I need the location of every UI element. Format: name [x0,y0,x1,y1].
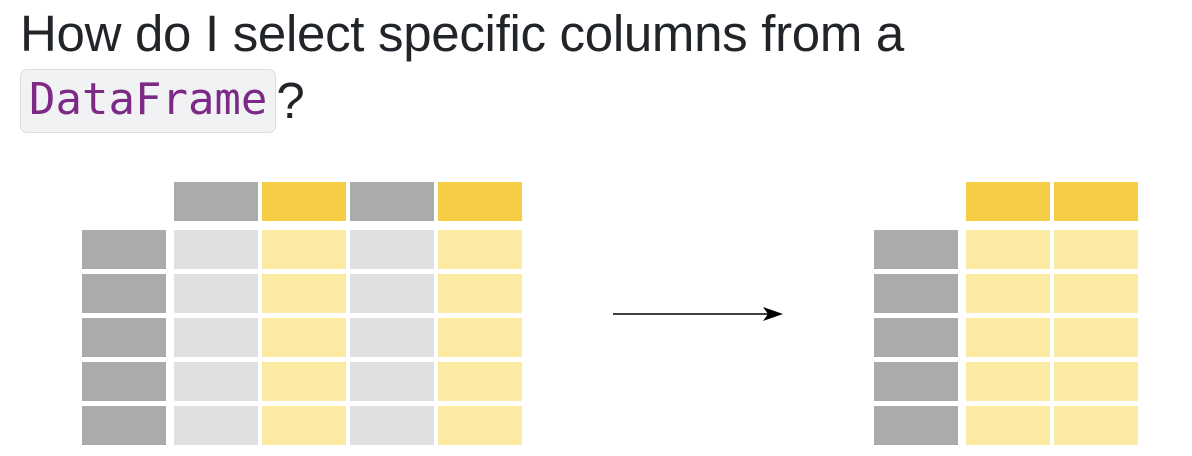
table-cell-r4-c2 [262,362,346,401]
table-cell-r3-c2 [1054,318,1138,357]
table-cell-r4-c1 [966,362,1050,401]
table-cell-r2-c2 [262,274,346,313]
row-index-4 [82,362,166,401]
table-cell-r5-c2 [262,406,346,445]
table-cell-r5-c1 [174,406,258,445]
table-cell-r2-c2 [1054,274,1138,313]
table-cell-r1-c2 [1054,230,1138,269]
code-dataframe: DataFrame [20,69,277,133]
row-index-1 [874,230,958,269]
row-index-5 [874,406,958,445]
table-cell-r3-c1 [966,318,1050,357]
table-cell-r5-c3 [350,406,434,445]
table-cell-r2-c1 [966,274,1050,313]
column-header-1 [966,182,1050,221]
heading-line-1: How do I select specific columns from a [20,5,904,62]
table-cell-r3-c3 [350,318,434,357]
column-header-2 [1054,182,1138,221]
table-cell-r1-c2 [262,230,346,269]
table-cell-r3-c1 [174,318,258,357]
right-arrow-icon [613,307,783,321]
table-cell-r1-c1 [966,230,1050,269]
table-cell-r4-c2 [1054,362,1138,401]
row-index-3 [82,318,166,357]
table-cell-r4-c1 [174,362,258,401]
row-index-1 [82,230,166,269]
table-cell-r5-c4 [438,406,522,445]
heading-question-mark: ? [276,72,305,129]
row-index-4 [874,362,958,401]
table-cell-r4-c4 [438,362,522,401]
row-index-2 [874,274,958,313]
page-heading: How do I select specific columns from a … [20,0,1170,134]
table-cell-r3-c4 [438,318,522,357]
row-index-3 [874,318,958,357]
table-cell-r2-c3 [350,274,434,313]
row-index-2 [82,274,166,313]
table-cell-r5-c1 [966,406,1050,445]
table-cell-r1-c1 [174,230,258,269]
column-header-1 [174,182,258,221]
row-index-5 [82,406,166,445]
source-dataframe-table [82,182,522,445]
heading-line-2: DataFrame? [20,67,1170,134]
column-header-4 [438,182,522,221]
table-cell-r2-c1 [174,274,258,313]
table-cell-r2-c4 [438,274,522,313]
column-header-3 [350,182,434,221]
table-cell-r1-c4 [438,230,522,269]
column-header-2 [262,182,346,221]
table-cell-r1-c3 [350,230,434,269]
result-dataframe-table [874,182,1138,445]
table-cell-r5-c2 [1054,406,1138,445]
table-cell-r4-c3 [350,362,434,401]
table-cell-r3-c2 [262,318,346,357]
